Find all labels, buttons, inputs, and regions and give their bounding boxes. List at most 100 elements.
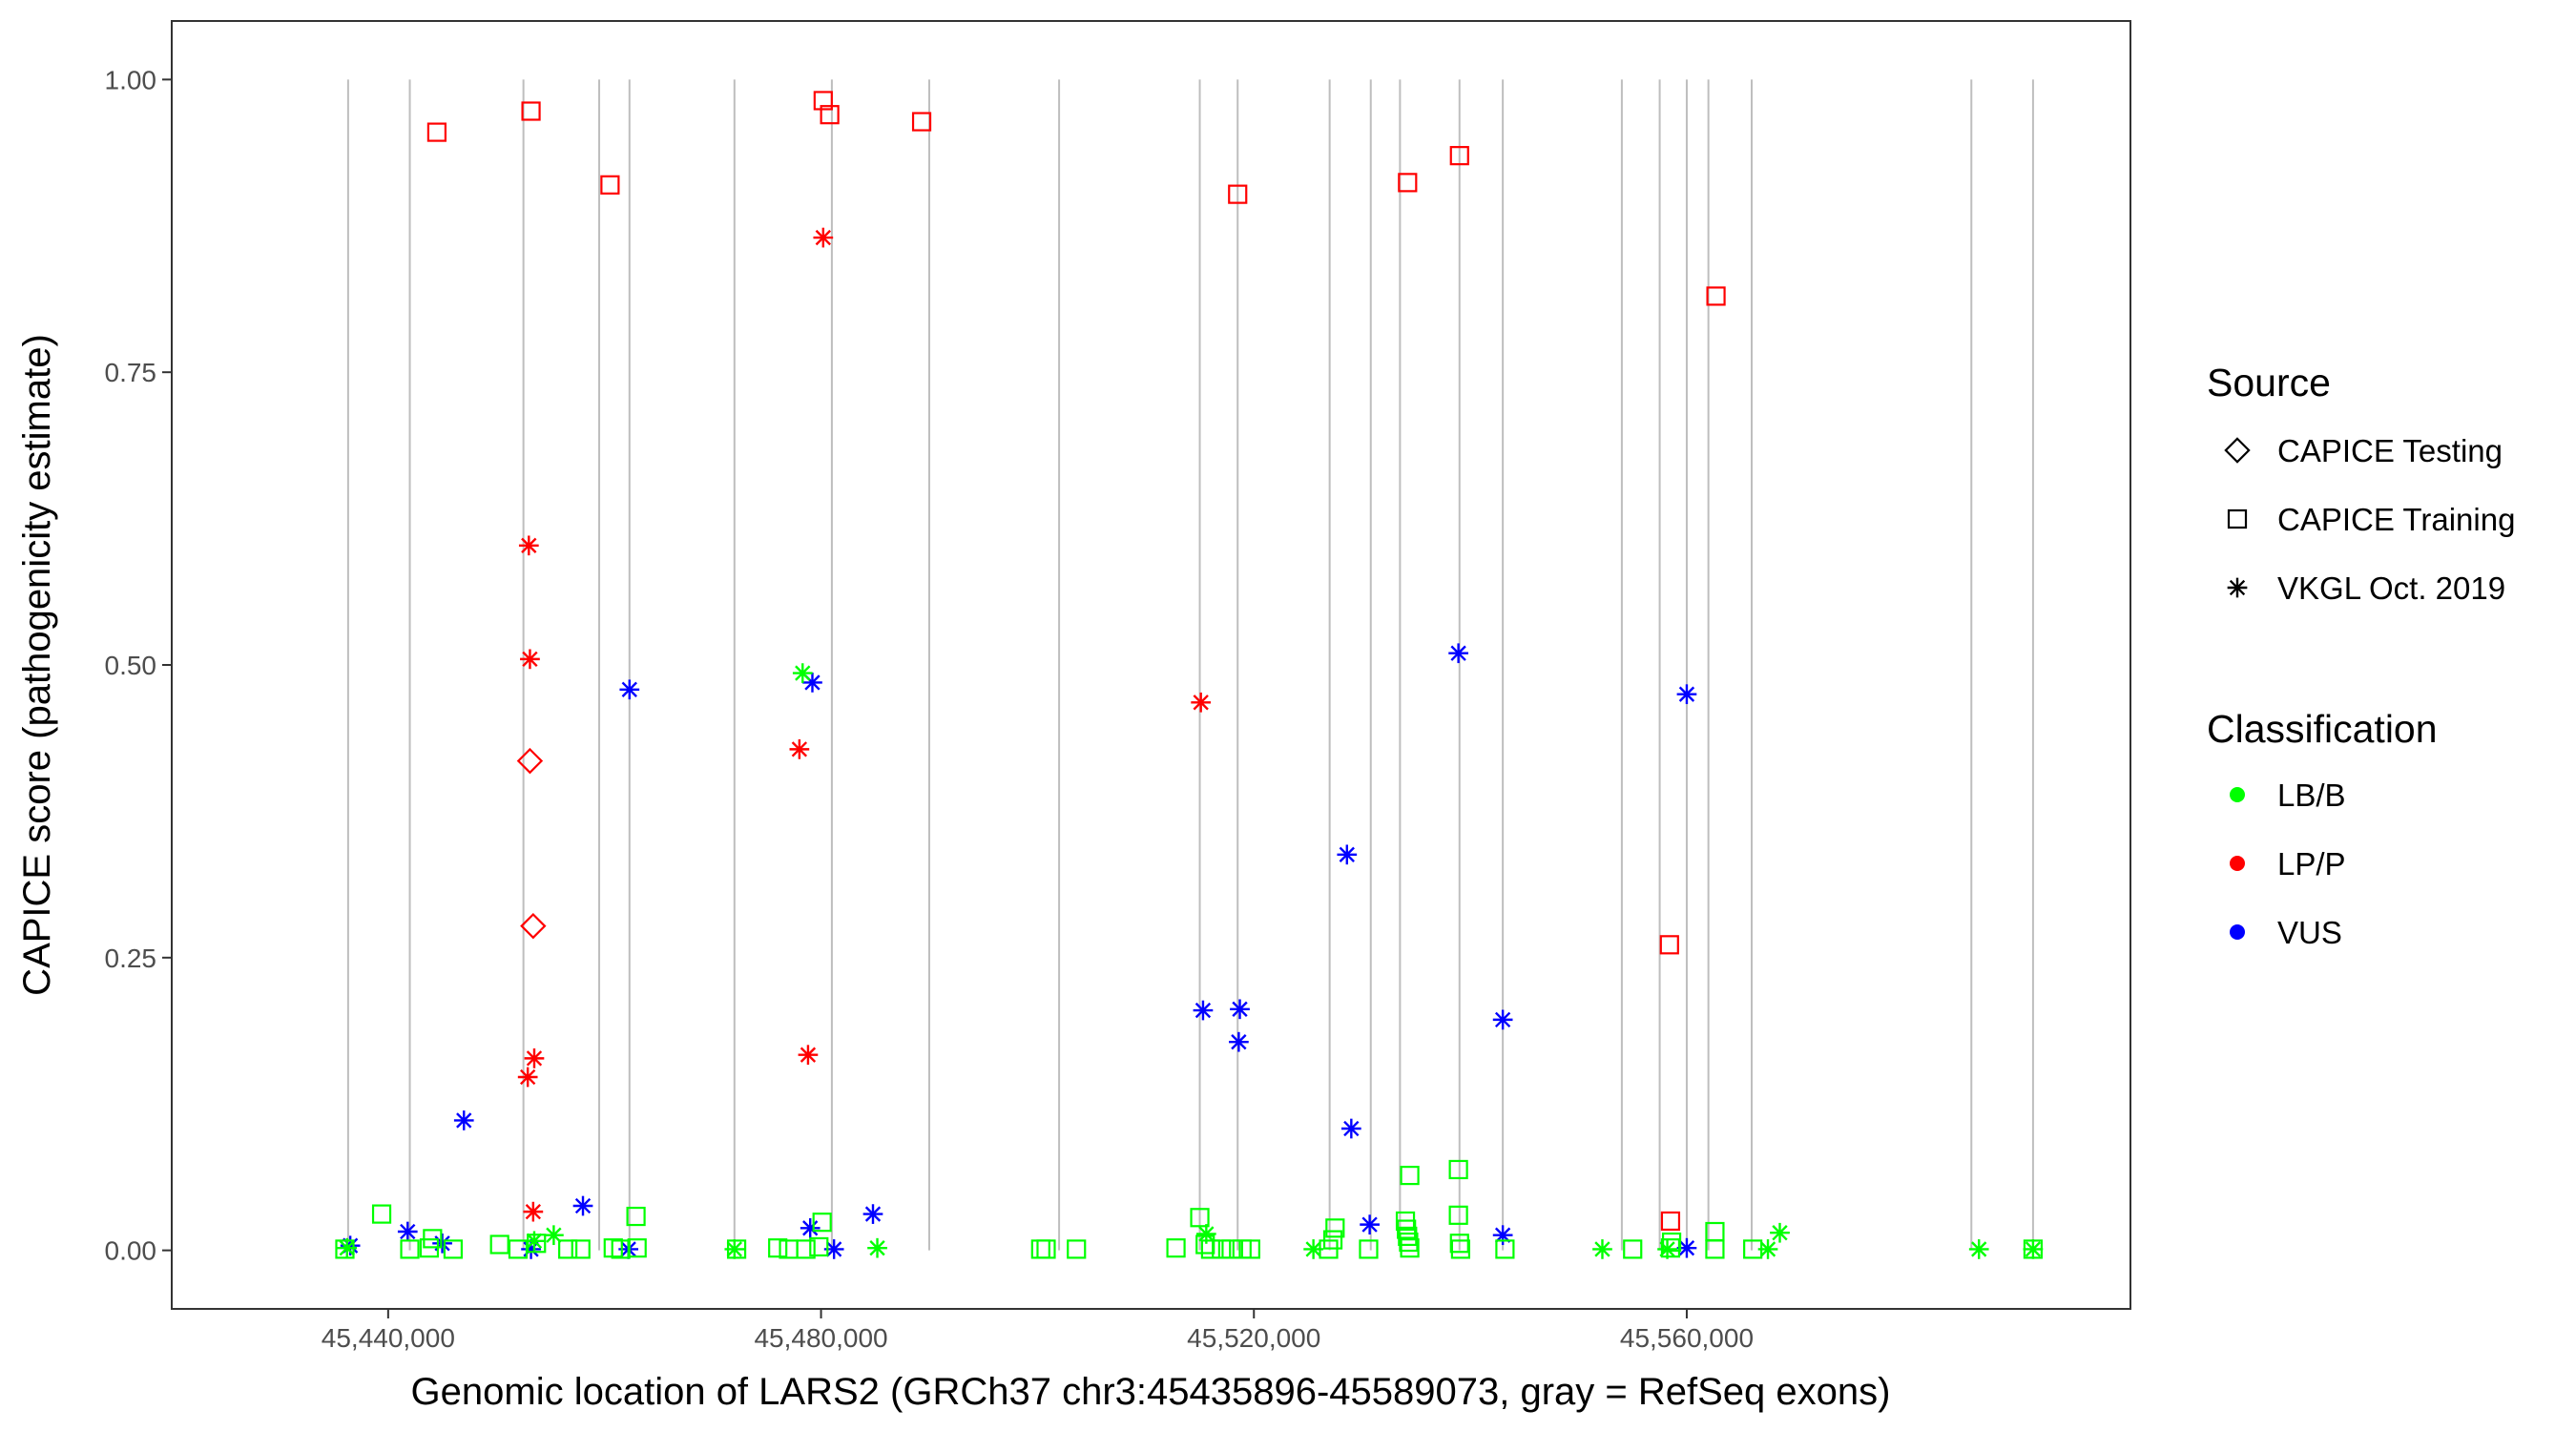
data-point (1660, 1238, 1681, 1258)
data-point (521, 1239, 541, 1259)
data-point (1067, 1239, 1087, 1259)
data-point (1448, 1205, 1468, 1225)
data-point (1228, 184, 1248, 204)
y-tick-label: 0.50 (105, 651, 157, 680)
legend-source-title: Source (2207, 361, 2331, 404)
y-tick-label: 0.75 (105, 358, 157, 387)
data-point (1968, 1239, 1989, 1259)
data-point (571, 1239, 591, 1259)
data-point (1337, 844, 1358, 865)
data-point (1221, 1239, 1241, 1259)
data-point (626, 1206, 646, 1227)
data-point (1770, 1222, 1790, 1243)
data-point (812, 1213, 832, 1233)
legend-classification-key (2230, 856, 2245, 871)
data-point (1706, 286, 1726, 306)
data-point (1195, 1224, 1216, 1244)
data-point (1623, 1239, 1643, 1259)
legend-classification-label: LP/P (2277, 846, 2346, 881)
x-tick-label: 45,520,000 (1187, 1323, 1320, 1353)
data-point (1200, 1239, 1220, 1259)
data-point (453, 1110, 474, 1130)
x-axis: 45,440,000 45,480,000 45,520,000 45,560,000 (322, 1309, 1754, 1353)
data-point (520, 912, 547, 940)
data-point (521, 101, 541, 121)
data-point (1191, 692, 1212, 713)
data-point (544, 1225, 564, 1246)
data-point (1400, 1238, 1420, 1258)
y-tick-label: 0.25 (105, 944, 157, 973)
data-point (520, 649, 540, 670)
legend-classification-key (2230, 787, 2245, 802)
data-point (1448, 643, 1468, 664)
data-point (809, 1236, 829, 1257)
data-point (1229, 1031, 1249, 1052)
data-point (517, 1067, 538, 1088)
data-point (813, 91, 833, 111)
legend-source: Source CAPICE Testing CAPICE Training VKGL… (2207, 361, 2515, 606)
legend-source-label: CAPICE Training (2277, 502, 2515, 537)
legend-classification-label: LB/B (2277, 778, 2346, 813)
data-point (426, 122, 447, 142)
data-point (1400, 1165, 1420, 1186)
data-point (432, 1233, 452, 1254)
data-point (516, 747, 544, 775)
data-point (1660, 1211, 1681, 1232)
data-point (1449, 146, 1469, 166)
data-point (1397, 1219, 1417, 1239)
data-point (1399, 1232, 1419, 1253)
data-point (800, 1217, 821, 1238)
x-tick-label: 45,480,000 (754, 1323, 887, 1353)
legend-source-label: CAPICE Testing (2277, 433, 2503, 468)
data-point (1036, 1239, 1056, 1259)
legend-source-key (2224, 437, 2251, 464)
plot-panel-border (171, 20, 2131, 1310)
data-point (1166, 1238, 1186, 1258)
data-point (862, 1204, 883, 1224)
data-point (489, 1234, 509, 1255)
data-point (335, 1239, 355, 1259)
x-tick-label: 45,560,000 (1620, 1323, 1754, 1353)
data-point (867, 1237, 887, 1258)
x-tick-label: 45,440,000 (322, 1323, 455, 1353)
data-point (779, 1239, 799, 1259)
data-point (1705, 1239, 1725, 1259)
data-point (820, 105, 840, 125)
data-point (1659, 935, 1679, 955)
data-point (619, 679, 640, 700)
data-point (1661, 1232, 1682, 1253)
data-point (911, 112, 932, 132)
legend-classification-label: VUS (2277, 915, 2342, 950)
legend-source-key (2227, 508, 2248, 529)
data-point (1676, 684, 1697, 705)
data-point (1322, 1230, 1343, 1250)
data-point (1449, 1234, 1469, 1254)
data-point (1190, 1208, 1210, 1228)
data-point (1743, 1239, 1763, 1259)
data-point (2023, 1239, 2044, 1259)
legend-classification: Classification LB/B LP/P VUS (2207, 707, 2438, 950)
data-point (1398, 173, 1418, 193)
data-point (798, 1045, 819, 1066)
legend-source-label: VKGL Oct. 2019 (2277, 570, 2505, 606)
legend-classification-title: Classification (2207, 707, 2438, 751)
data-point (768, 1238, 788, 1258)
data-point (789, 739, 810, 759)
data-point (1360, 1214, 1380, 1234)
data-point (1030, 1239, 1050, 1259)
data-point (508, 1239, 529, 1259)
data-point (1325, 1218, 1345, 1238)
data-point (796, 1239, 816, 1259)
data-point (524, 1048, 545, 1068)
y-axis-title: CAPICE score (pathogenicity estimate) (16, 334, 58, 996)
data-point (1359, 1239, 1379, 1259)
data-point (1340, 1118, 1361, 1139)
legend-source-key (2227, 577, 2248, 598)
data-point (572, 1195, 593, 1216)
data-point (1450, 1239, 1470, 1259)
data-point (523, 1201, 544, 1222)
data-point (1230, 999, 1250, 1020)
y-axis: 0.00 0.25 0.50 0.75 1.00 (105, 65, 172, 1266)
data-point (726, 1239, 747, 1259)
data-point (1448, 1159, 1468, 1180)
